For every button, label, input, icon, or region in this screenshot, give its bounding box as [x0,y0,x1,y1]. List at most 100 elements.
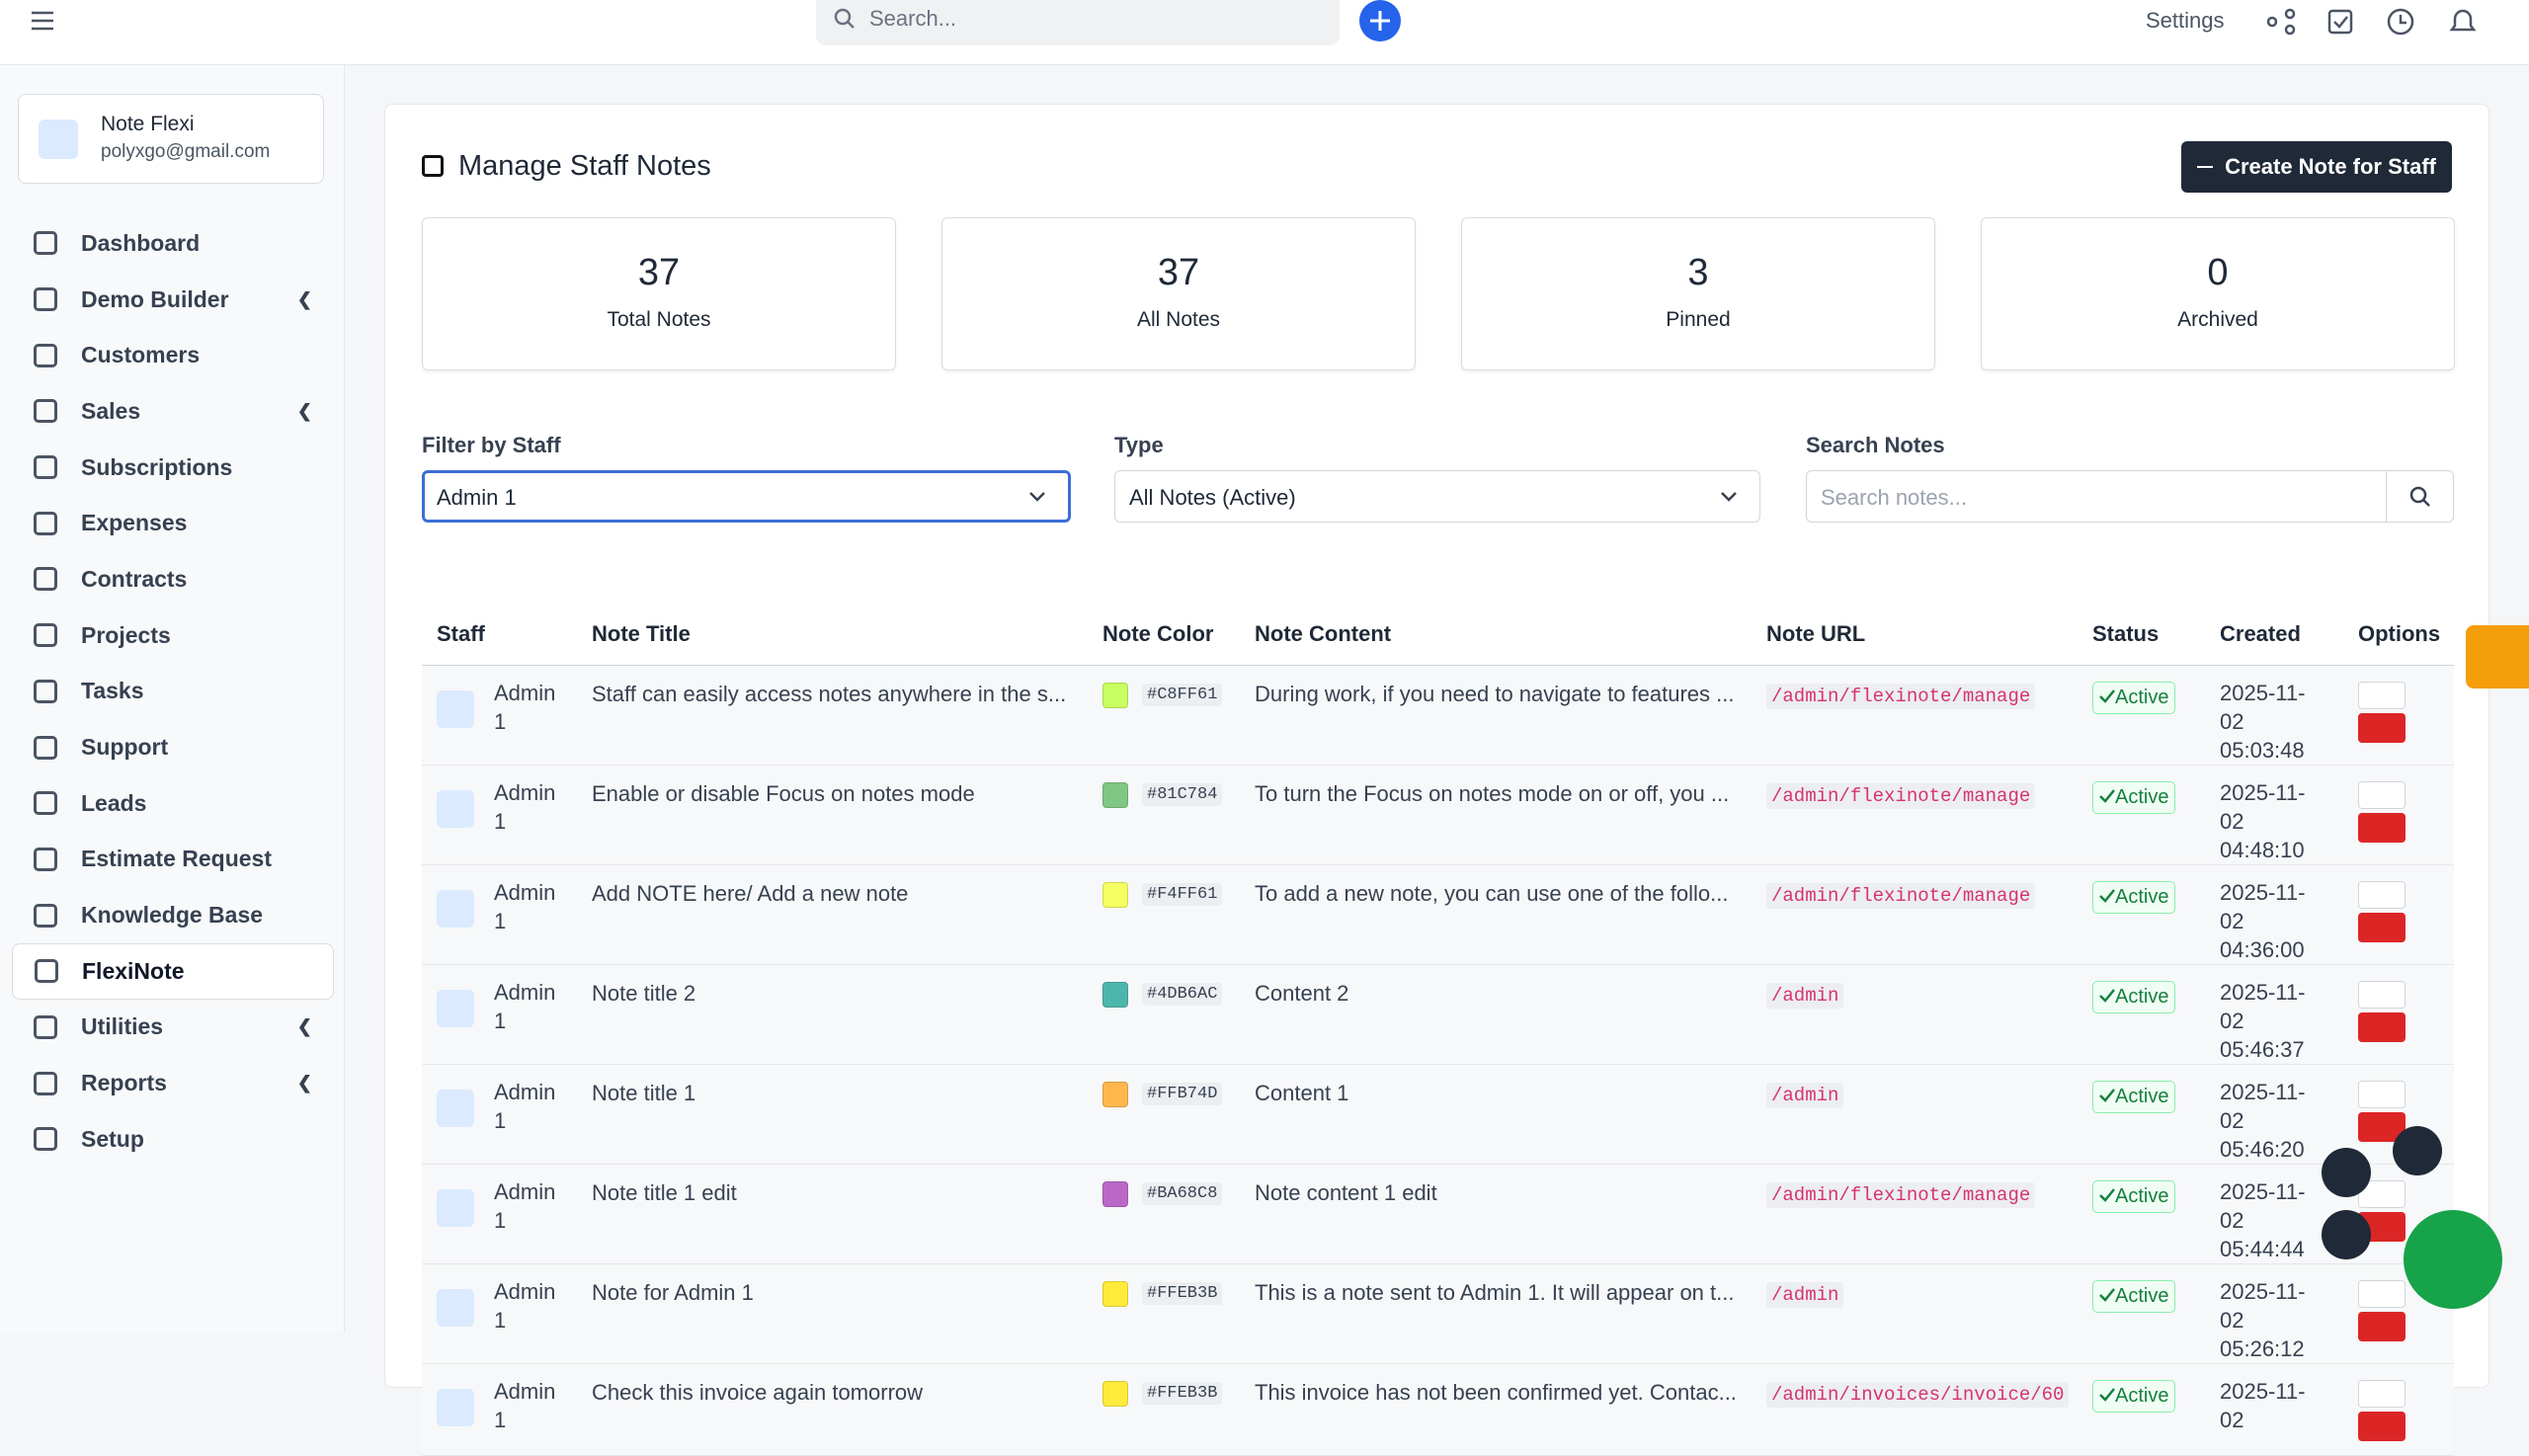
delete-button[interactable] [2358,912,2406,942]
color-hex: #BA68C8 [1142,1182,1223,1206]
column-header: Note URL [1752,604,2078,666]
title-icon [422,155,444,177]
global-search[interactable]: Search... [816,0,1340,45]
staff-name: Admin 1 [494,1378,556,1432]
options [2343,665,2454,766]
staff-avatar [437,789,474,828]
view-button[interactable] [2358,1279,2406,1308]
delete-button[interactable] [2358,712,2406,743]
settings-link[interactable]: Settings [2146,8,2225,33]
status-text: Active [2115,985,2169,1008]
delete-button[interactable] [2358,1011,2406,1042]
menu-item[interactable]: Expenses [12,495,334,551]
status-badge: Active [2092,880,2176,914]
select-value: All Notes (Active) [1129,485,1296,510]
menu: Dashboard Demo Builder ❮ Customers Sales ❮ Sub… [12,215,334,1168]
menu-icon [34,511,57,535]
table-row: Admin 1 Staff can easily access notes any… [422,665,2454,766]
status-text: Active [2115,1384,2169,1407]
top-icons[interactable] [2262,6,2489,38]
menu-label: Customers [81,342,201,368]
staff-cell: Admin 1 [422,1263,577,1364]
create-button[interactable]: Create Note for Staff [2181,141,2452,193]
note-url: /admin/flexinote/manage [1752,765,2078,865]
staff-avatar [437,1288,474,1327]
notes-search[interactable]: Search notes... [1806,470,2454,523]
view-button[interactable] [2358,880,2406,909]
search-filter: Search Notes Search notes... [1806,433,2454,523]
menu-item[interactable]: Subscriptions [12,440,334,496]
menu-toggle[interactable] [30,10,55,32]
view-button[interactable] [2358,1379,2406,1408]
fab-hide[interactable] [2322,1148,2371,1197]
menu-item[interactable]: Dashboard [12,215,334,272]
note-content: During work, if you need to navigate to … [1240,665,1752,766]
menu-item[interactable]: Knowledge Base [12,887,334,943]
note-color: #4DB6AC [1088,964,1240,1065]
column-header: Note Content [1240,604,1752,666]
staff-cell: Admin 1 [422,1164,577,1264]
table-row: Admin 1 Note title 1 edit #BA68C8 Note cont… [422,1164,2454,1264]
quick-add[interactable] [1359,0,1401,41]
menu-item[interactable]: Projects [12,607,334,664]
view-button[interactable] [2358,980,2406,1009]
staff-name: Admin 1 [494,1079,556,1133]
table-row: Admin 1 Enable or disable Focus on notes … [422,765,2454,865]
staff-name: Admin 1 [494,1178,556,1233]
create-button-label: Create Note for Staff [2225,154,2436,179]
note-color: #FFEB3B [1088,1363,1240,1456]
user-email: polyxgo@gmail.com [101,141,271,162]
options [2343,1363,2454,1456]
info-tab[interactable] [2466,625,2529,688]
menu-item[interactable]: Leads [12,775,334,832]
color-hex: #FFEB3B [1142,1282,1223,1306]
menu-icon [34,231,57,256]
note-content: To turn the Focus on notes mode on or of… [1240,765,1752,865]
staff-select[interactable]: Admin 1 [422,470,1071,523]
user-card[interactable]: Note Flexi polyxgo@gmail.com [18,94,324,184]
created: 2025-11-02 05:26:12 [2205,1263,2343,1364]
menu-item[interactable]: Support [12,719,334,775]
menu-item[interactable]: Sales ❮ [12,383,334,440]
color-swatch [1102,1081,1128,1107]
type-select[interactable]: All Notes (Active) [1114,470,1760,523]
menu-label: Dashboard [81,229,201,256]
menu-item[interactable]: Estimate Request [12,832,334,888]
status-text: Active [2115,686,2169,708]
created: 2025-11-02 05:46:20 [2205,1064,2343,1165]
menu-icon [34,847,57,871]
menu-item[interactable]: Tasks [12,664,334,720]
stat-card: 37 Total Notes [422,217,896,370]
status-badge: Active [2092,780,2176,814]
delete-button[interactable] [2358,1411,2406,1441]
menu-item[interactable]: Utilities ❮ [12,1000,334,1056]
note-title: Check this invoice again tomorrow [577,1363,1088,1456]
delete-button[interactable] [2358,812,2406,843]
note-color: #81C784 [1088,765,1240,865]
menu-label: Subscriptions [81,453,233,480]
search-button[interactable] [2386,471,2453,522]
page-title: Manage Staff Notes [458,150,711,182]
header-row: Staff Note Title Note Color Note Content Not… [422,604,2454,666]
menu-item[interactable]: Demo Builder ❮ [12,272,334,328]
menu-item[interactable]: Contracts [12,551,334,607]
view-button[interactable] [2358,681,2406,709]
menu-item[interactable]: Setup [12,1111,334,1168]
staff-avatar [437,1188,474,1227]
status-badge: Active [2092,980,2176,1013]
fab-target[interactable] [2393,1126,2442,1175]
table-row: Admin 1 Note for Admin 1 #FFEB3B This is a … [422,1263,2454,1364]
note-title: Enable or disable Focus on notes mode [577,765,1088,865]
view-button[interactable] [2358,1080,2406,1108]
view-button[interactable] [2358,780,2406,809]
delete-button[interactable] [2358,1311,2406,1341]
fab-add[interactable] [2322,1210,2371,1259]
menu-item[interactable]: Reports ❮ [12,1055,334,1111]
menu-item[interactable]: FlexiNote [12,942,334,1000]
stat-label: All Notes [1136,308,1221,331]
content-card: Manage Staff Notes Create Note for Staff… [384,104,2489,1456]
menu-item[interactable]: Customers [12,327,334,383]
color-hex: #C8FF61 [1142,684,1223,707]
chat-button[interactable] [2404,1210,2502,1309]
